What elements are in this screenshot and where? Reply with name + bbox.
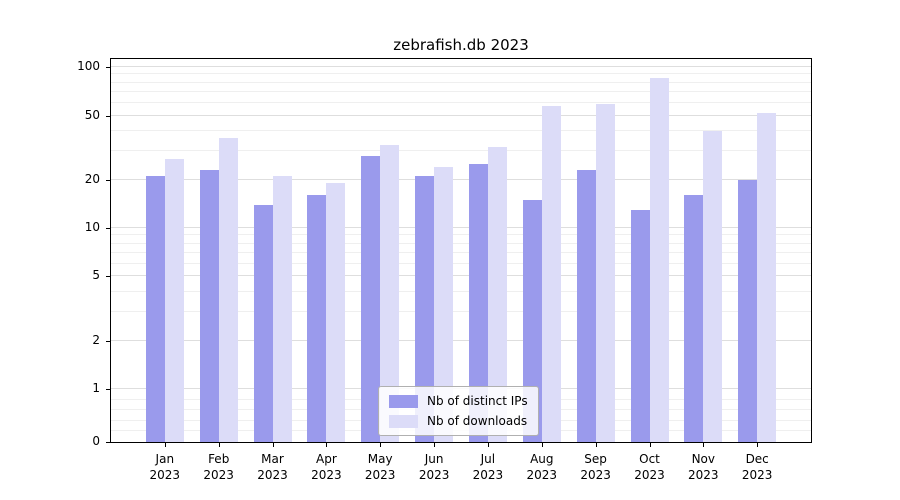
bar-distinct-ips	[199, 169, 219, 442]
x-tick-label: Jan 2023	[149, 452, 181, 483]
bar-downloads	[757, 112, 777, 442]
x-tick	[487, 443, 489, 447]
gridline	[111, 275, 811, 277]
bar-downloads	[380, 144, 400, 442]
y-tick	[106, 340, 110, 342]
bar-distinct-ips	[576, 169, 596, 442]
y-tick	[106, 228, 110, 229]
x-tick	[595, 443, 597, 447]
bar-downloads	[487, 146, 507, 442]
gridline	[111, 150, 811, 152]
x-tick	[272, 443, 274, 447]
legend-label-distinct-ips: Nb of distinct IPs	[427, 394, 528, 408]
y-tick	[106, 67, 110, 68]
bar-downloads	[541, 106, 561, 442]
y-tick-label: 1	[92, 380, 100, 395]
legend-swatch-downloads	[389, 414, 418, 428]
x-tick	[541, 443, 543, 447]
x-tick	[380, 443, 382, 447]
gridline	[111, 66, 811, 67]
bar-downloads	[434, 166, 454, 442]
x-tick-label: Jul 2023	[472, 452, 504, 483]
legend-item-distinct-ips: Nb of distinct IPs	[389, 394, 528, 408]
x-tick-label: Nov 2023	[688, 452, 719, 483]
x-tick	[164, 443, 166, 447]
bar-distinct-ips	[522, 199, 542, 442]
bar-downloads	[218, 138, 238, 442]
x-tick	[703, 443, 705, 447]
x-tick	[649, 443, 651, 447]
legend-swatch-distinct-ips	[389, 394, 418, 408]
gridline	[111, 339, 811, 341]
gridline	[111, 114, 811, 116]
y-tick	[106, 276, 110, 278]
bar-downloads	[595, 103, 615, 442]
gridline	[111, 73, 811, 75]
gridline	[111, 234, 811, 236]
gridline	[111, 242, 811, 244]
x-tick-label: Apr 2023	[311, 452, 342, 483]
bar-distinct-ips	[738, 179, 758, 442]
bar-downloads	[164, 158, 184, 442]
chart-title: zebrafish.db 2023	[393, 36, 529, 54]
gridline	[111, 311, 811, 313]
bar-distinct-ips	[361, 156, 381, 442]
y-tick	[106, 179, 110, 181]
bar-distinct-ips	[415, 176, 435, 442]
gridline	[111, 101, 811, 103]
x-tick-label: Jun 2023	[418, 452, 450, 483]
bar-distinct-ips	[630, 209, 650, 442]
x-tick-label: May 2023	[364, 452, 396, 483]
bar-distinct-ips	[468, 163, 488, 442]
bar-downloads	[272, 176, 292, 442]
y-tick-label: 10	[84, 220, 100, 234]
gridline	[111, 178, 811, 180]
bar-distinct-ips	[684, 195, 704, 442]
x-tick-label: Dec 2023	[741, 452, 773, 483]
x-tick-label: Feb 2023	[203, 452, 234, 483]
gridline	[111, 227, 811, 228]
x-tick-label: Sep 2023	[580, 452, 611, 483]
gridline	[111, 262, 811, 264]
plot-area: Nb of distinct IPs Nb of downloads	[110, 58, 812, 443]
x-tick	[218, 443, 220, 447]
x-tick-label: Oct 2023	[634, 452, 665, 483]
y-tick-label: 100	[77, 59, 100, 73]
gridline	[111, 251, 811, 253]
gridline	[111, 91, 811, 92]
y-tick	[106, 442, 110, 443]
gridline	[111, 130, 811, 132]
x-tick-label: Aug 2023	[526, 452, 558, 483]
legend-item-downloads: Nb of downloads	[389, 414, 528, 428]
x-tick-label: Mar 2023	[257, 452, 288, 483]
bar-downloads	[326, 183, 346, 442]
bar-distinct-ips	[253, 204, 273, 442]
y-tick	[106, 115, 110, 117]
x-tick	[326, 443, 328, 447]
x-tick	[757, 443, 759, 447]
gridline	[111, 291, 811, 292]
y-tick-label: 5	[92, 268, 100, 283]
bar-distinct-ips	[307, 195, 327, 442]
legend-label-downloads: Nb of downloads	[427, 414, 528, 428]
bar-distinct-ips	[145, 176, 165, 442]
y-tick-label: 20	[84, 171, 100, 186]
y-tick-label: 2	[92, 332, 100, 347]
gridline	[111, 81, 811, 83]
y-tick	[106, 388, 110, 390]
bar-downloads	[703, 131, 723, 442]
legend: Nb of distinct IPs Nb of downloads	[378, 386, 539, 436]
x-tick	[434, 443, 436, 447]
y-tick-label: 0	[92, 434, 100, 448]
y-tick-label: 50	[84, 107, 100, 122]
bar-downloads	[649, 78, 669, 442]
